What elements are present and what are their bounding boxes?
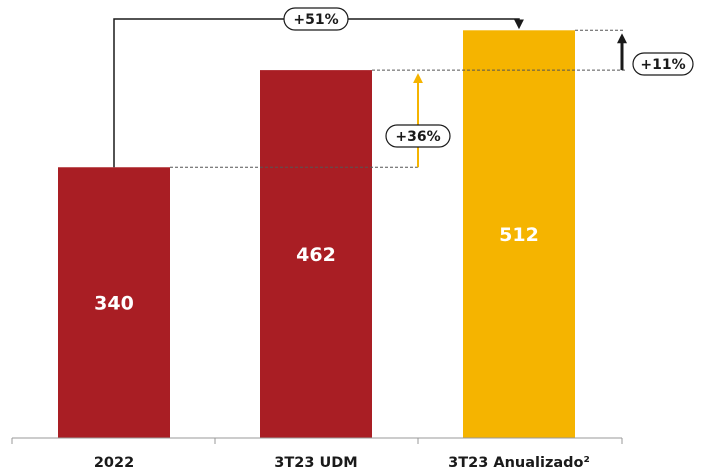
growth-badge bbox=[283, 7, 349, 31]
growth-badge-label: +36% bbox=[395, 129, 440, 145]
bars-group: 340 462 512 bbox=[58, 30, 575, 439]
annotations: +51% +36% +11% bbox=[113, 7, 694, 168]
growth-badge bbox=[385, 124, 451, 148]
growth-badge-label: +11% bbox=[640, 57, 685, 73]
category-label: 3T23 Anualizado² bbox=[448, 455, 590, 471]
bar-value-label: 340 bbox=[94, 293, 134, 315]
bar bbox=[463, 30, 575, 439]
bar-value-label: 512 bbox=[499, 224, 539, 246]
x-axis-ticks bbox=[11, 438, 623, 444]
guide-lines bbox=[170, 29, 625, 168]
category-label: 2022 bbox=[94, 455, 134, 471]
category-labels: 2022 3T23 UDM 3T23 Anualizado² bbox=[94, 455, 590, 471]
bar bbox=[58, 167, 170, 438]
bar-value-label: 462 bbox=[296, 244, 336, 266]
growth-badge bbox=[632, 52, 694, 76]
category-label: 3T23 UDM bbox=[274, 455, 357, 471]
growth-badge-label: +51% bbox=[293, 12, 338, 28]
bar bbox=[260, 70, 372, 438]
